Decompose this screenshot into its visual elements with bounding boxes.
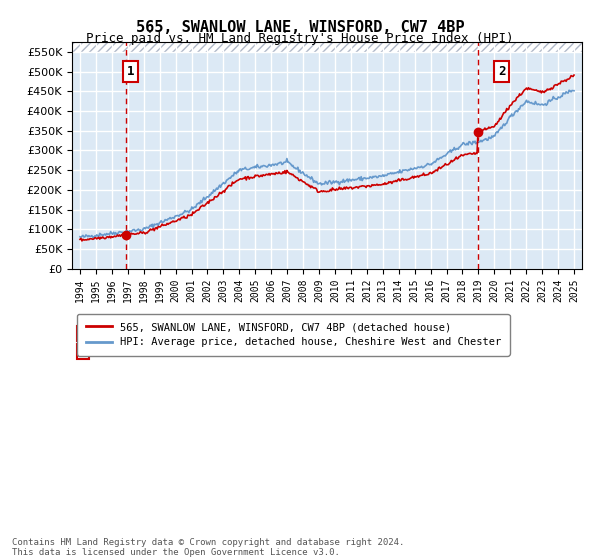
Text: 1: 1 — [80, 328, 86, 338]
Text: £346,500: £346,500 — [296, 347, 350, 357]
Text: 2: 2 — [80, 347, 86, 357]
Text: Contains HM Land Registry data © Crown copyright and database right 2024.
This d: Contains HM Land Registry data © Crown c… — [12, 538, 404, 557]
Text: 12-NOV-1996: 12-NOV-1996 — [118, 328, 192, 338]
Text: 2: 2 — [498, 65, 505, 78]
Legend: 565, SWANLOW LANE, WINSFORD, CW7 4BP (detached house), HPI: Average price, detac: 565, SWANLOW LANE, WINSFORD, CW7 4BP (de… — [77, 314, 509, 356]
Text: 1: 1 — [127, 65, 134, 78]
Text: £86,000: £86,000 — [296, 328, 344, 338]
Text: 9% ↑ HPI: 9% ↑ HPI — [398, 347, 452, 357]
Text: 19-DEC-2018: 19-DEC-2018 — [118, 347, 192, 357]
Text: 565, SWANLOW LANE, WINSFORD, CW7 4BP: 565, SWANLOW LANE, WINSFORD, CW7 4BP — [136, 20, 464, 35]
Text: Price paid vs. HM Land Registry's House Price Index (HPI): Price paid vs. HM Land Registry's House … — [86, 32, 514, 45]
Text: 7% ↓ HPI: 7% ↓ HPI — [398, 328, 452, 338]
